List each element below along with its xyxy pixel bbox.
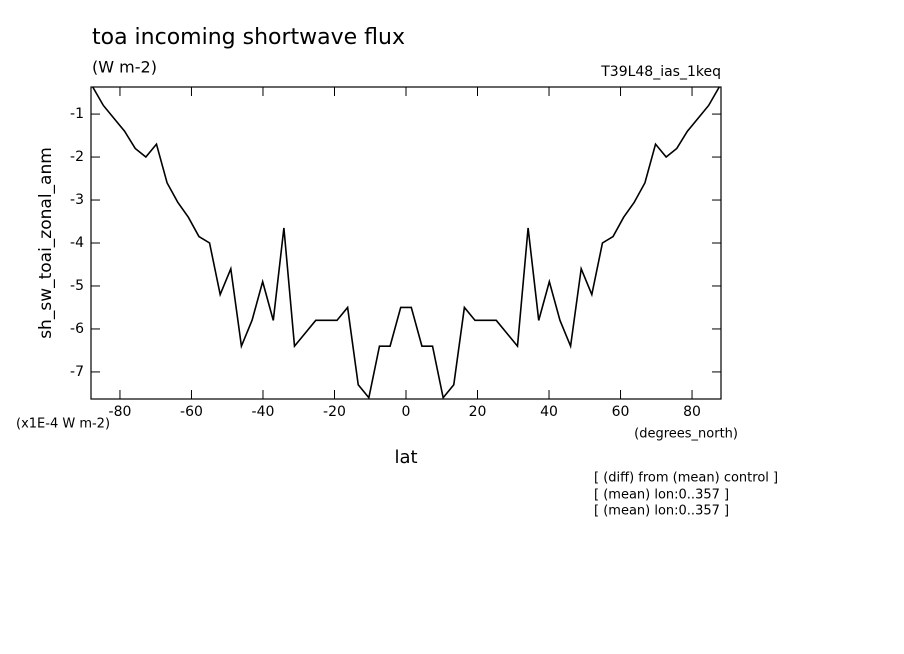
x-tick-label: 20 (469, 404, 487, 420)
y-tick-label: -1 (70, 106, 84, 122)
plot-frame (90, 86, 722, 400)
x-tick-label: -20 (323, 404, 346, 420)
x-tick-label: 0 (402, 404, 411, 420)
x-tick-label: -80 (109, 404, 132, 420)
y-tick-label: -4 (70, 235, 84, 251)
data-line (92, 86, 720, 400)
x-tick-label: 40 (540, 404, 558, 420)
x-units: (degrees_north) (634, 427, 738, 442)
y-tick-label: -5 (70, 278, 84, 294)
y-tick-label: -7 (70, 364, 84, 380)
annotation: [ (mean) lon:0..357 ] (594, 504, 729, 519)
x-tick-label: -60 (180, 404, 203, 420)
x-tick-label: -40 (252, 404, 275, 420)
experiment-label: T39L48_ias_1keq (600, 64, 721, 80)
chart-title: toa incoming shortwave flux (92, 25, 405, 50)
annotation: [ (diff) from (mean) control ] (594, 471, 778, 486)
x-tick-label: 80 (683, 404, 701, 420)
annotation: [ (mean) lon:0..357 ] (594, 488, 729, 503)
y-tick-label: -2 (70, 149, 84, 165)
x-axis-label: lat (394, 447, 417, 468)
y-units: (x1E-4 W m-2) (16, 417, 110, 432)
x-tick-label: 60 (612, 404, 630, 420)
subtitle: (W m-2) (92, 58, 157, 77)
y-tick-label: -3 (70, 192, 84, 208)
y-axis-label: sh_sw_toai_zonal_anm (36, 147, 56, 339)
y-tick-label: -6 (70, 321, 84, 337)
